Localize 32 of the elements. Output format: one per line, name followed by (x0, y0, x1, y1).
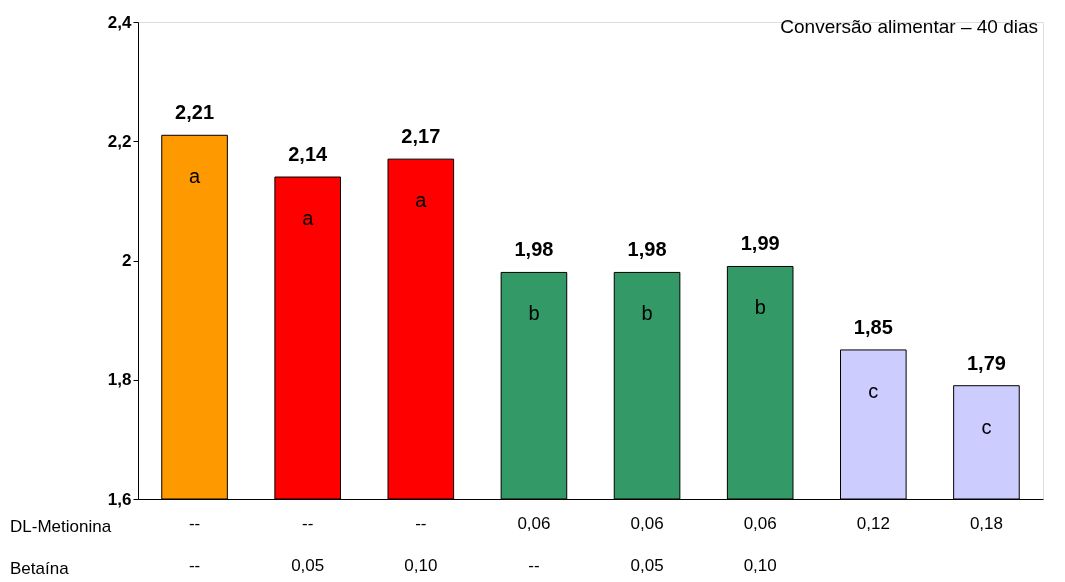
data-label: 2,21 (175, 101, 215, 124)
data-label: 1,98 (627, 238, 667, 261)
data-label: 2,17 (401, 125, 441, 148)
annotation: b (528, 302, 540, 325)
category-label: 0,06 0,10 (743, 513, 777, 575)
data-label: 1,85 (853, 315, 893, 338)
y-tick-label: 1,6 (107, 489, 132, 509)
x-tick-label: 0,12 (856, 513, 890, 533)
y-tick-label: 2 (122, 251, 132, 270)
text: DL-Metionina (10, 517, 112, 536)
chart-title: Conversão alimentar – 40 dias (780, 16, 1038, 37)
category-label: -- -- (188, 513, 201, 575)
category-label: 0,06 0,05 (630, 513, 664, 575)
annotation: b (641, 302, 653, 325)
y-tick-label: 1,8 (107, 370, 132, 390)
annotation: c (981, 415, 992, 438)
category-label: -- 0,10 (404, 513, 438, 575)
annotation: b (754, 296, 766, 319)
category-label: 0,06 -- (517, 513, 551, 575)
data-label: 1,79 (966, 351, 1006, 374)
category-label: -- 0,05 (291, 513, 325, 575)
data-label: 1,99 (740, 232, 780, 255)
text: Betaína (10, 559, 70, 578)
annotation: a (415, 189, 428, 212)
y-tick-label: 2,2 (107, 131, 132, 151)
annotation: c (868, 379, 879, 402)
data-label: 1,98 (514, 238, 554, 261)
y-tick-label: 2,4 (107, 12, 133, 32)
annotation: a (302, 207, 315, 230)
x-tick-label: 0,18 (969, 513, 1003, 533)
annotation: a (189, 165, 201, 188)
data-label: 2,14 (288, 143, 329, 166)
